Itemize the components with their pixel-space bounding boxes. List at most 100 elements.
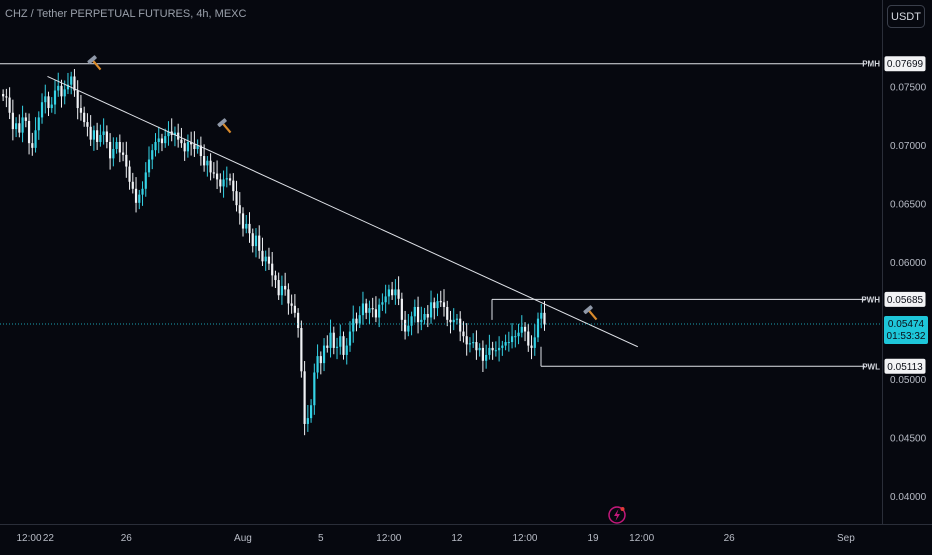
candle-body [322, 345, 326, 364]
candle [491, 341, 494, 360]
candle [355, 312, 358, 332]
candle [267, 247, 271, 270]
candle [76, 80, 79, 120]
candle-body [407, 325, 410, 332]
candle-body [293, 305, 296, 313]
candle [403, 310, 407, 340]
candle [261, 237, 264, 267]
candle [225, 166, 228, 188]
candle-body [144, 172, 147, 189]
candle [5, 88, 8, 108]
candle [322, 338, 326, 372]
candle-body [271, 263, 274, 276]
candle-body [423, 313, 426, 320]
candle [167, 121, 170, 146]
candle-body [186, 141, 190, 152]
candle-body [358, 315, 361, 324]
time-tick-label: 26 [724, 533, 736, 544]
candle [536, 312, 540, 343]
candle-body [2, 94, 5, 97]
price-tick-label: 0.07500 [890, 83, 927, 94]
candle-body [70, 76, 73, 85]
candle [92, 125, 95, 151]
candle [222, 170, 225, 198]
candle [407, 313, 410, 337]
candle-body [183, 143, 186, 152]
level-price-box: 0.07699 [884, 56, 926, 72]
hammer-icon [217, 118, 232, 134]
candle-body [455, 318, 459, 320]
trendline [47, 76, 638, 348]
candle [543, 301, 546, 331]
candle-body [303, 371, 306, 424]
candle [436, 293, 439, 317]
candle-body [300, 328, 303, 372]
candle-body [53, 90, 57, 105]
candle [228, 173, 232, 186]
candle-body [365, 303, 368, 313]
candle [391, 281, 394, 300]
candle-body [102, 131, 105, 135]
candle [423, 307, 426, 325]
candle-body [238, 205, 241, 214]
candle [215, 160, 219, 190]
candle [384, 284, 387, 314]
candle-body [342, 336, 345, 355]
candle-body [494, 350, 497, 352]
candle [520, 315, 523, 338]
candle-body [134, 188, 138, 203]
candle [44, 84, 47, 114]
candle-body [8, 97, 11, 113]
candle [481, 340, 484, 373]
candle-body [284, 285, 287, 290]
candle-body [50, 104, 53, 109]
candle-body [66, 84, 70, 90]
time-tick-label: 12:00 [512, 533, 537, 544]
time-tick-label: 19 [587, 533, 599, 544]
candle [2, 89, 5, 102]
candle-body [225, 178, 228, 180]
candle-body [491, 347, 494, 351]
level-price-box: 0.05685 [884, 291, 926, 307]
candle [232, 173, 235, 201]
candle [459, 311, 462, 342]
candle-body [277, 280, 280, 296]
candle [420, 306, 423, 331]
candle [134, 177, 138, 213]
candle-body [63, 89, 66, 97]
candle-body [164, 136, 167, 144]
candle-body [287, 289, 290, 304]
candle-body [128, 166, 131, 182]
candle [31, 132, 34, 156]
icons-layer [87, 55, 598, 321]
candle-body [115, 141, 118, 150]
candle-body [160, 138, 164, 144]
candle [394, 279, 397, 305]
flash-icon[interactable] [608, 506, 626, 524]
candle-body [280, 285, 284, 296]
candle [70, 71, 73, 95]
time-tick-label: 5 [318, 533, 324, 544]
candle [523, 322, 527, 342]
candle [468, 337, 472, 353]
candle [190, 131, 193, 156]
candle-body [31, 143, 34, 148]
candle-body [76, 90, 79, 109]
candle-body [141, 188, 144, 195]
currency-button[interactable]: USDT [887, 5, 925, 28]
price-axis[interactable]: 0.07500 0.07000 0.06500 0.06000 0.05000 0.045… [890, 83, 927, 504]
price-tick-label: 0.07000 [890, 141, 927, 152]
candle-body [384, 296, 387, 303]
candle-body [105, 131, 108, 142]
candle [352, 305, 355, 343]
candle-body [203, 156, 206, 166]
time-axis[interactable]: 12:00 22 26 Aug 5 12:00 12 12:00 19 12:00 26 Sep [16, 533, 855, 544]
candle [14, 117, 18, 138]
candle [297, 308, 300, 338]
candle [27, 113, 31, 155]
candle [345, 338, 348, 365]
candle [83, 106, 86, 127]
